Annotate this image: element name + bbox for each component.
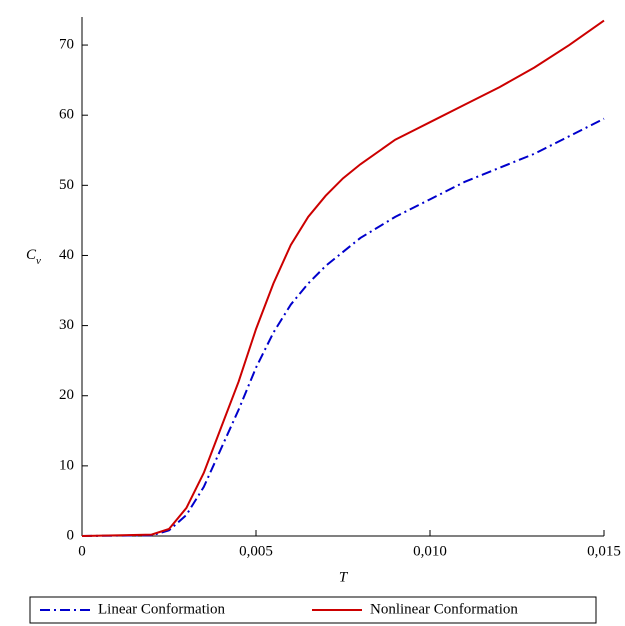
y-tick-label: 40 [59, 247, 74, 263]
x-tick-label: 0,010 [413, 543, 447, 559]
y-tick-label: 60 [59, 107, 74, 123]
legend-label: Nonlinear Conformation [370, 601, 518, 617]
y-axis-label: Cv [26, 247, 41, 266]
y-axis-label-sub: v [36, 255, 41, 267]
y-tick-label: 50 [59, 177, 74, 193]
x-tick-label: 0,015 [587, 543, 621, 559]
line-series [81, 19, 605, 537]
y-tick-label: 30 [59, 317, 74, 333]
line-series [81, 117, 605, 537]
y-tick-label: 0 [67, 527, 75, 543]
legend-label: Linear Conformation [98, 601, 226, 617]
legend-box [29, 596, 597, 624]
y-tick-label: 70 [59, 36, 74, 52]
y-tick-label: 20 [59, 387, 74, 403]
x-tick-label: 0 [78, 543, 86, 559]
y-axis-label-main: C [26, 247, 37, 263]
x-axis-label: T [339, 569, 349, 585]
y-tick-label: 10 [59, 457, 74, 473]
x-tick-label: 0,005 [239, 543, 273, 559]
